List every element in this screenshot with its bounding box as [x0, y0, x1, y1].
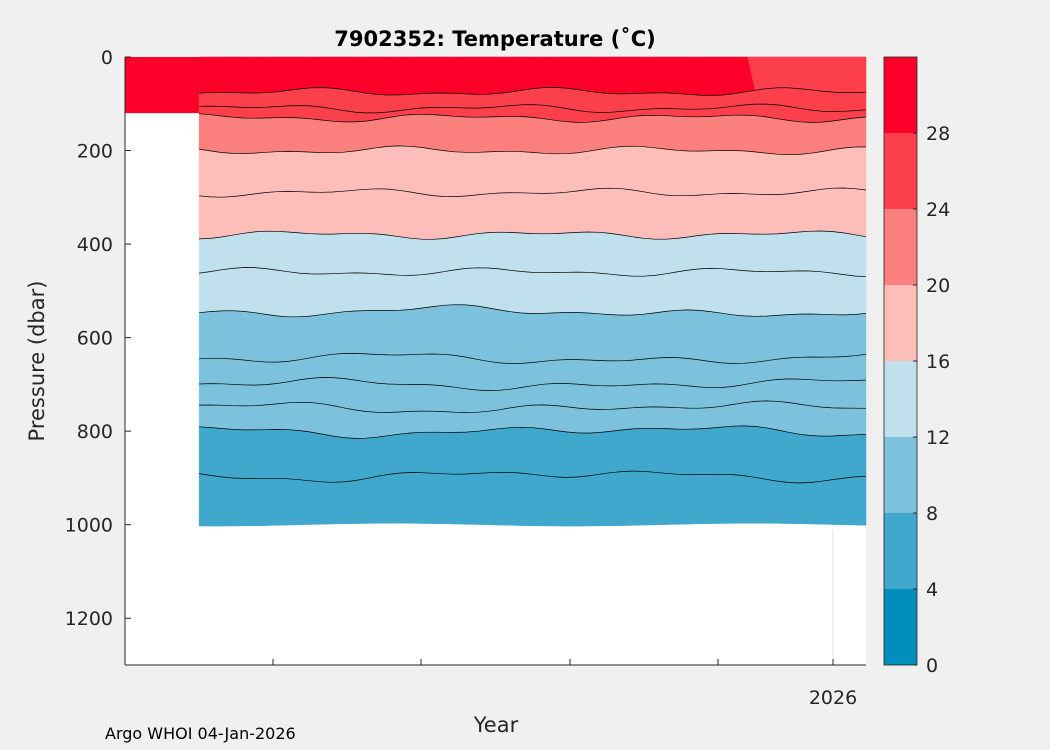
isotherm-14	[199, 267, 867, 278]
colorbar-band-8-12	[884, 437, 917, 513]
isotherm-9	[199, 400, 867, 413]
colorbar-band-20-24	[884, 209, 917, 285]
colorbar-tick-label-28: 28	[926, 123, 950, 145]
isotherm-7	[199, 470, 867, 484]
isotherm-18	[199, 187, 867, 198]
y-tick-label-0: 0	[101, 47, 113, 69]
colorbar-tick-label-0: 0	[926, 655, 938, 677]
colorbar-band-12-16	[884, 361, 917, 437]
colorbar-band-0-4	[884, 589, 917, 665]
isotherm-12	[199, 304, 867, 318]
colorbar-tick-label-4: 4	[926, 579, 938, 601]
isotherm-24	[199, 113, 867, 123]
band-left-strip	[125, 57, 200, 114]
isotherm-8	[199, 425, 867, 439]
y-tick-label-600: 600	[77, 328, 113, 350]
y-tick-label-200: 200	[77, 141, 113, 163]
colorbar-tick-label-12: 12	[926, 427, 950, 449]
y-axis: 0 200 400 600 800 1000 1200	[65, 47, 131, 630]
isotherm-28	[199, 87, 867, 96]
colorbar-band-4-8	[884, 513, 917, 589]
y-tick-label-400: 400	[77, 234, 113, 256]
colorbar-band-28-32	[884, 57, 917, 133]
temperature-band-7	[198, 267, 867, 318]
colorbar-tick-label-24: 24	[926, 199, 950, 221]
credit-text: Argo WHOI 04-Jan-2026	[105, 724, 296, 743]
y-tick-label-1000: 1000	[65, 515, 113, 537]
temperature-band-5	[198, 187, 867, 240]
y-tick-label-800: 800	[77, 421, 113, 443]
colorbar-band-24-28	[884, 133, 917, 209]
temperature-band-4	[198, 145, 867, 198]
colorbar-band-16-20	[884, 285, 917, 361]
isotherm-20	[199, 145, 867, 156]
x-axis-label: Year	[473, 713, 519, 737]
chart-title: 7902352: Temperature (˚C)	[334, 27, 655, 51]
temperature-band-3	[198, 113, 867, 155]
x-axis: 2026	[124, 659, 857, 709]
isotherm-26	[199, 103, 867, 114]
isotherm-16	[199, 230, 867, 240]
y-axis-label: Pressure (dbar)	[25, 281, 49, 442]
colorbar-tick-label-16: 16	[926, 351, 950, 373]
y-tick-label-1200: 1200	[65, 608, 113, 630]
isotherm-10	[199, 377, 867, 391]
temperature-band-6	[198, 230, 867, 277]
colorbar-tick-label-20: 20	[926, 275, 950, 297]
isotherm-11	[199, 353, 867, 364]
x-tick-label-2026: 2026	[809, 687, 857, 709]
isotherm-lines	[199, 87, 867, 484]
colorbar: 0 4 8 12 16 20 24 28	[883, 56, 950, 677]
temperature-contour-bands	[125, 56, 867, 527]
surface-cooler-patch	[747, 57, 866, 93]
colorbar-tick-label-8: 8	[926, 503, 938, 525]
